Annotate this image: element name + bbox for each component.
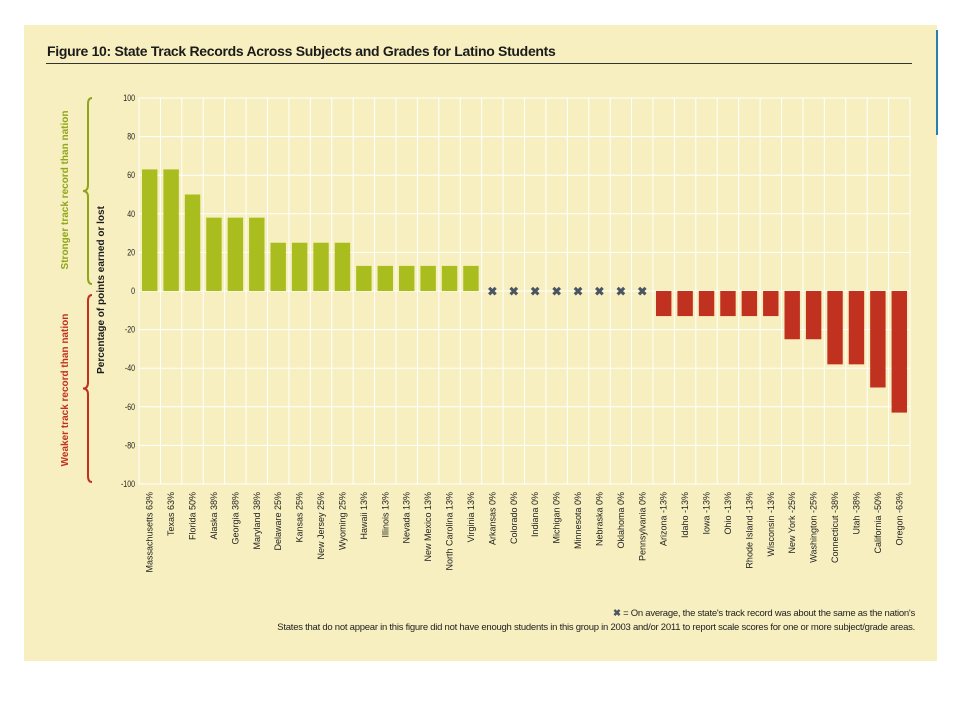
category-label: Alaska 38% (209, 492, 219, 540)
category-label: Kansas 25% (295, 492, 305, 543)
category-label: Massachusetts 63% (145, 492, 155, 573)
bar (698, 291, 715, 317)
bar (805, 291, 822, 340)
category-label: Arkansas 0% (487, 492, 497, 545)
category-label: Michigan 0% (552, 492, 562, 544)
category-label: Florida 50% (188, 492, 198, 540)
bar (206, 217, 222, 291)
bar (313, 242, 329, 291)
same-as-nation-marker: ✖ (573, 285, 583, 299)
category-label: Pennsylvania 0% (637, 492, 647, 561)
bar (270, 242, 286, 291)
category-label: Rhode Island -13% (744, 492, 754, 569)
category-label: Connecticut -38% (830, 492, 840, 563)
category-label: New Mexico 13% (423, 492, 433, 562)
y-tick-label: -100 (121, 479, 135, 489)
category-label: Illinois 13% (380, 492, 390, 538)
same-as-nation-marker: ✖ (552, 285, 562, 299)
weaker-label: Weaker track record than nation (60, 314, 71, 467)
bar (870, 291, 886, 388)
category-label: Georgia 38% (230, 492, 240, 545)
bar (141, 169, 158, 291)
bar (763, 291, 779, 317)
bar (720, 291, 736, 317)
bar (356, 265, 372, 291)
bar (334, 242, 351, 291)
bracket-weaker (82, 294, 93, 483)
y-tick-label: -60 (125, 402, 136, 412)
category-label: Oklahoma 0% (616, 492, 626, 549)
y-tick-label: 20 (127, 248, 135, 258)
same-as-nation-marker: ✖ (487, 285, 497, 299)
y-axis-title: Percentage of points earned or lost (96, 205, 107, 373)
y-tick-label: 60 (127, 170, 135, 180)
footnote-same-as-nation: ✖ = On average, the state's track record… (613, 608, 915, 619)
category-label: Wyoming 25% (337, 492, 347, 550)
category-label: Arizona -13% (659, 492, 669, 546)
bar (249, 217, 265, 291)
footnote-text-1: = On average, the state's track record w… (623, 608, 915, 619)
bar (291, 242, 308, 291)
title-rule (46, 63, 912, 64)
bar (227, 217, 244, 291)
same-as-nation-marker: ✖ (612, 608, 621, 619)
category-label: Delaware 25% (273, 492, 283, 551)
same-as-nation-marker: ✖ (594, 285, 604, 299)
bar (848, 291, 865, 365)
category-label: California -50% (873, 492, 883, 554)
same-as-nation-marker: ✖ (637, 285, 647, 299)
y-tick-label: 0 (131, 286, 135, 296)
bar (163, 169, 179, 291)
category-label: Hawaii 13% (359, 492, 369, 540)
category-label: Iowa -13% (702, 492, 712, 535)
category-label: Idaho -13% (680, 492, 690, 538)
category-label: Washington -25% (809, 492, 819, 563)
y-tick-label: -80 (125, 441, 136, 451)
category-label: Virginia 13% (466, 492, 476, 542)
bar (463, 265, 479, 291)
y-tick-label: -20 (125, 325, 136, 335)
bracket-stronger (82, 97, 93, 285)
bar (741, 291, 758, 317)
bar (398, 265, 415, 291)
same-as-nation-marker: ✖ (530, 285, 540, 299)
category-label: Colorado 0% (509, 492, 519, 544)
category-label: Texas 63% (166, 492, 176, 536)
category-label: Ohio -13% (723, 492, 733, 535)
edge-rule (936, 30, 938, 135)
bar (827, 291, 843, 365)
figure-panel (24, 25, 937, 661)
same-as-nation-marker: ✖ (509, 285, 519, 299)
category-label: Wisconsin -13% (766, 492, 776, 557)
bar (184, 194, 201, 291)
y-tick-label: 100 (123, 93, 135, 103)
category-label: Maryland 38% (252, 492, 262, 550)
category-label: North Carolina 13% (445, 492, 455, 571)
figure-title: Figure 10: State Track Records Across Su… (47, 43, 556, 59)
bar (677, 291, 693, 317)
y-tick-label: 40 (127, 209, 135, 219)
bar (891, 291, 908, 413)
stronger-label: Stronger track record than nation (60, 111, 71, 270)
category-label: Oregon -63% (894, 492, 904, 546)
footnote-missing-states: States that do not appear in this figure… (277, 622, 915, 633)
category-label: Indiana 0% (530, 492, 540, 537)
bar (377, 265, 394, 291)
category-label: New York -25% (787, 492, 797, 554)
category-label: Minnesota 0% (573, 492, 583, 549)
bar (420, 265, 436, 291)
same-as-nation-marker: ✖ (616, 285, 626, 299)
bar (655, 291, 672, 317)
bar (784, 291, 800, 340)
bar (441, 265, 458, 291)
category-label: Utah -38% (851, 492, 861, 535)
category-label: Nevada 13% (402, 492, 412, 544)
y-tick-label: 80 (127, 132, 135, 142)
category-label: New Jersey 25% (316, 492, 326, 560)
y-tick-label: -40 (125, 363, 136, 373)
category-label: Nebraska 0% (594, 492, 604, 546)
